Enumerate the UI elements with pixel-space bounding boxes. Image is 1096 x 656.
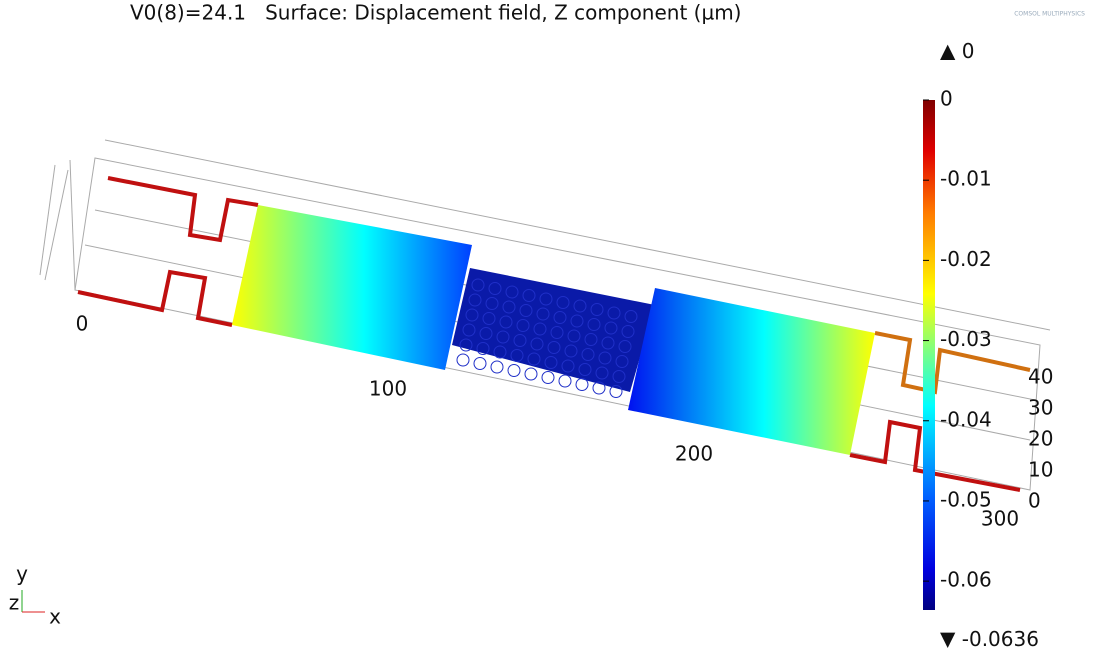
min-value: -0.0636 xyxy=(962,627,1039,651)
colorbar-tick-label: -0.03 xyxy=(940,327,992,351)
hole xyxy=(474,358,486,370)
x-tick-label: 200 xyxy=(675,442,713,466)
hole xyxy=(508,365,520,377)
hole xyxy=(559,375,571,387)
triad: y z x xyxy=(9,562,61,629)
y-tick-label: 0 xyxy=(1028,489,1041,513)
colorbar-tick-label: -0.02 xyxy=(940,247,992,271)
max-marker: ▲ 0 xyxy=(940,39,974,63)
max-value: 0 xyxy=(962,39,975,63)
hole xyxy=(491,361,503,373)
x-tick-label: 300 xyxy=(981,507,1019,531)
colorbar-tick-label: 0 xyxy=(940,87,953,111)
hole xyxy=(542,372,554,384)
colorbar-tick-label: -0.01 xyxy=(940,167,992,191)
colorbar-tick-label: -0.06 xyxy=(940,568,992,592)
colorbar-tick-label: -0.04 xyxy=(940,407,992,431)
hole xyxy=(525,368,537,380)
min-marker: ▼ -0.0636 xyxy=(940,627,1039,651)
triad-z: z xyxy=(9,591,20,615)
plot-window: V0(8)=24.1 Surface: Displacement field, … xyxy=(0,0,1096,656)
colorbar xyxy=(923,100,935,610)
triad-x: x xyxy=(49,605,61,629)
y-tick-label: 20 xyxy=(1028,427,1053,451)
y-tick-label: 10 xyxy=(1028,458,1053,482)
y-tick-label: 30 xyxy=(1028,396,1053,420)
right-plate xyxy=(628,288,875,455)
logo: COMSOL MULTIPHYSICS xyxy=(1014,11,1085,18)
triad-y: y xyxy=(16,562,28,586)
hole xyxy=(457,354,469,366)
x-tick-label: 100 xyxy=(369,377,407,401)
x-tick-label: 0 xyxy=(76,312,89,336)
left-plate xyxy=(232,205,472,370)
plot-title: V0(8)=24.1 Surface: Displacement field, … xyxy=(130,1,741,25)
y-tick-label: 40 xyxy=(1028,365,1053,389)
hole xyxy=(576,379,588,391)
